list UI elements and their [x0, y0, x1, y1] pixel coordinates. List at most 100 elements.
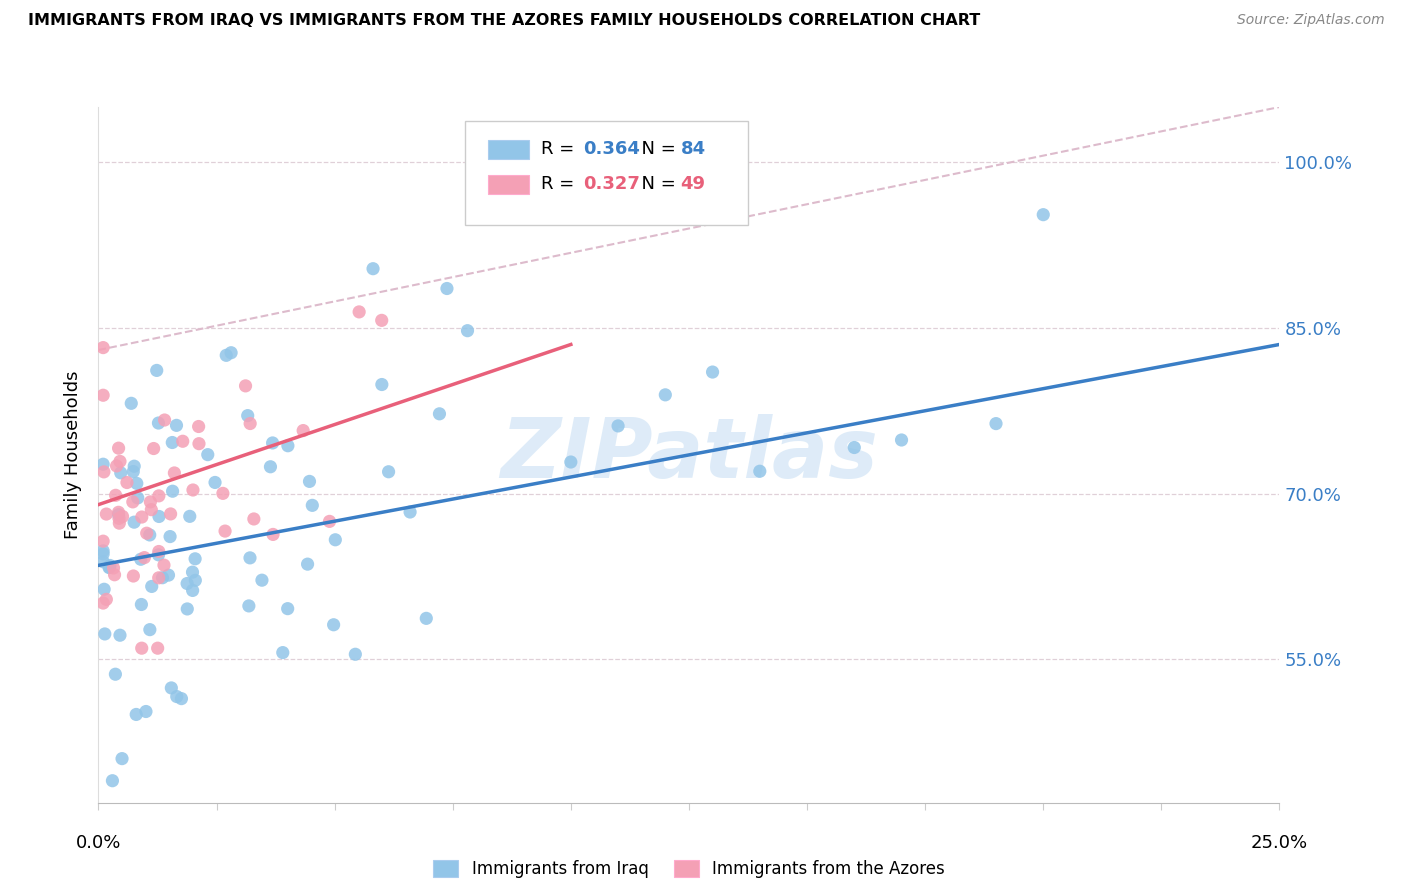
Point — [91, 341, 114, 355]
Point — [607, 418, 630, 433]
Point — [262, 527, 284, 541]
Point — [131, 510, 153, 524]
Point — [204, 475, 226, 490]
Point — [138, 528, 160, 542]
Point — [127, 491, 149, 505]
Text: 84: 84 — [681, 140, 706, 158]
Point — [181, 565, 204, 579]
Point — [301, 499, 323, 513]
Point — [94, 627, 117, 641]
Point — [148, 571, 170, 585]
Point — [184, 574, 207, 588]
Point — [91, 534, 114, 549]
Point — [104, 488, 127, 502]
Text: R =: R = — [541, 175, 581, 193]
Point — [103, 561, 125, 575]
Point — [146, 641, 169, 656]
Point — [219, 345, 242, 359]
Point — [108, 454, 131, 468]
Point — [377, 465, 399, 479]
Point — [702, 365, 724, 379]
Point — [163, 466, 186, 480]
Point — [91, 596, 114, 610]
Text: R =: R = — [541, 140, 581, 158]
Point — [111, 751, 134, 765]
Point — [148, 489, 170, 503]
Text: Source: ZipAtlas.com: Source: ZipAtlas.com — [1237, 13, 1385, 28]
Point — [125, 476, 148, 491]
Point — [415, 611, 437, 625]
Point — [98, 560, 121, 574]
Point — [370, 313, 392, 327]
Point — [159, 507, 181, 521]
Point — [91, 388, 114, 402]
Point — [148, 548, 170, 562]
Point — [429, 407, 451, 421]
Point — [371, 377, 394, 392]
Point — [259, 459, 281, 474]
Text: IMMIGRANTS FROM IRAQ VS IMMIGRANTS FROM THE AZORES FAMILY HOUSEHOLDS CORRELATION: IMMIGRANTS FROM IRAQ VS IMMIGRANTS FROM … — [28, 13, 980, 29]
Point — [197, 448, 219, 462]
Point — [170, 691, 193, 706]
Point — [654, 388, 676, 402]
Point — [984, 417, 1007, 431]
Point — [125, 707, 148, 722]
Point — [179, 509, 201, 524]
Point — [148, 416, 170, 430]
Point — [139, 495, 162, 509]
Point — [122, 465, 145, 479]
Point — [239, 417, 262, 431]
Point — [107, 508, 129, 522]
Point — [152, 571, 174, 585]
Point — [122, 459, 145, 474]
Point — [176, 576, 198, 591]
Point — [122, 515, 145, 529]
Text: ZIPatlas: ZIPatlas — [501, 415, 877, 495]
Point — [108, 511, 131, 525]
Point — [91, 555, 114, 569]
Point — [91, 457, 114, 471]
Point — [107, 441, 129, 455]
Bar — [488, 175, 530, 194]
Point — [134, 550, 156, 565]
Point — [238, 599, 260, 613]
Point — [176, 602, 198, 616]
Point — [344, 647, 367, 661]
FancyBboxPatch shape — [464, 121, 748, 226]
Text: 0.327: 0.327 — [582, 175, 640, 193]
Point — [292, 424, 315, 438]
Point — [184, 551, 207, 566]
Point — [142, 442, 165, 456]
Point — [162, 435, 184, 450]
Point — [748, 464, 770, 478]
Point — [262, 436, 284, 450]
Point — [98, 558, 121, 573]
Point — [399, 505, 422, 519]
Point — [215, 348, 238, 362]
Point — [181, 483, 204, 497]
Point — [457, 324, 479, 338]
Point — [141, 579, 163, 593]
Point — [212, 486, 235, 500]
Point — [104, 667, 127, 681]
Point — [187, 419, 209, 434]
Point — [93, 582, 115, 597]
Point — [323, 533, 346, 547]
Point — [91, 544, 114, 558]
Point — [96, 592, 118, 607]
Point — [108, 628, 131, 642]
Bar — [488, 140, 530, 159]
Text: 0.364: 0.364 — [582, 140, 640, 158]
Point — [239, 550, 262, 565]
Point — [157, 568, 180, 582]
Point — [135, 705, 157, 719]
Point — [148, 509, 170, 524]
Point — [181, 583, 204, 598]
Point — [105, 458, 128, 473]
Point — [160, 681, 183, 695]
Text: N =: N = — [630, 175, 682, 193]
Point — [96, 507, 118, 521]
Point — [1032, 208, 1054, 222]
Point — [159, 530, 181, 544]
Point — [890, 433, 912, 447]
